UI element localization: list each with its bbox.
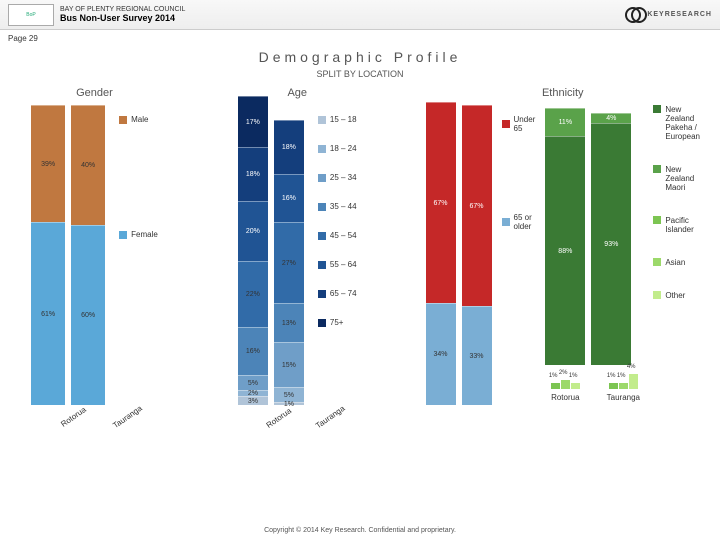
- age-chart: Age 3%2%5%16%22%20%18%17%1%5%15%13%27%16…: [193, 87, 402, 477]
- gender-bar: 60%40%: [71, 105, 105, 405]
- u65-bar: 33%67%: [462, 105, 492, 405]
- survey-name: Bus Non-User Survey 2014: [60, 13, 622, 23]
- charts-row: Gender 61%39%60%40% Male Female RotoruaT…: [0, 87, 720, 477]
- eth-xlabel-0: Rotorua: [545, 393, 585, 402]
- header-text: BAY OF PLENTY REGIONAL COUNCIL Bus Non-U…: [60, 6, 622, 23]
- under65-legend: Under 6565 or older: [502, 115, 536, 231]
- page-subtitle: SPLIT BY LOCATION: [0, 69, 720, 79]
- age-title: Age: [287, 87, 307, 99]
- female-swatch: [119, 231, 127, 239]
- under65-bars: 34%67%33%67%: [426, 105, 492, 405]
- age-legend: 15 – 1818 – 2425 – 3435 – 4445 – 5455 – …: [318, 115, 357, 341]
- gender-bar: 61%39%: [31, 105, 65, 405]
- age-bar: 1%5%15%13%27%16%18%: [274, 120, 304, 405]
- age-bar: 3%2%5%16%22%20%18%17%: [238, 96, 268, 405]
- gender-title: Gender: [76, 87, 113, 99]
- ethnicity-title: Ethnicity: [542, 87, 584, 99]
- eth-bar: 93%4%: [591, 113, 631, 365]
- page-number: Page 29: [0, 30, 720, 47]
- gender-xaxis: RotoruaTauranga: [43, 411, 145, 432]
- ethnicity-bars: 88%11%93%4%: [545, 105, 643, 365]
- page-title: Demographic Profile: [0, 49, 720, 65]
- gender-chart: Gender 61%39%60%40% Male Female RotoruaT…: [20, 87, 169, 477]
- ethnicity-chart: Ethnicity 34%67%33%67% Under 6565 or old…: [426, 87, 700, 477]
- eth-bar: 88%11%: [545, 108, 585, 365]
- age-bars: 3%2%5%16%22%20%18%17%1%5%15%13%27%16%18%: [238, 105, 304, 405]
- bop-logo: BoP: [8, 4, 54, 26]
- ethnicity-mini-bars: 1%2%1%1%1%4%: [545, 371, 643, 389]
- footer-copyright: Copyright © 2014 Key Research. Confident…: [0, 527, 720, 534]
- u65-bar: 34%67%: [426, 102, 456, 405]
- council-name: BAY OF PLENTY REGIONAL COUNCIL: [60, 6, 622, 13]
- age-xaxis: RotoruaTauranga: [250, 411, 344, 432]
- gender-bars: 61%39%60%40%: [31, 105, 105, 405]
- ethnicity-legend: New Zealand Pakeha / EuropeanNew Zealand…: [653, 105, 700, 316]
- gender-legend: Male Female: [119, 115, 158, 239]
- key-research-logo: KEYRESEARCH: [622, 6, 712, 24]
- header-bar: BoP BAY OF PLENTY REGIONAL COUNCIL Bus N…: [0, 0, 720, 30]
- male-swatch: [119, 116, 127, 124]
- eth-xlabel-1: Tauranga: [603, 393, 643, 402]
